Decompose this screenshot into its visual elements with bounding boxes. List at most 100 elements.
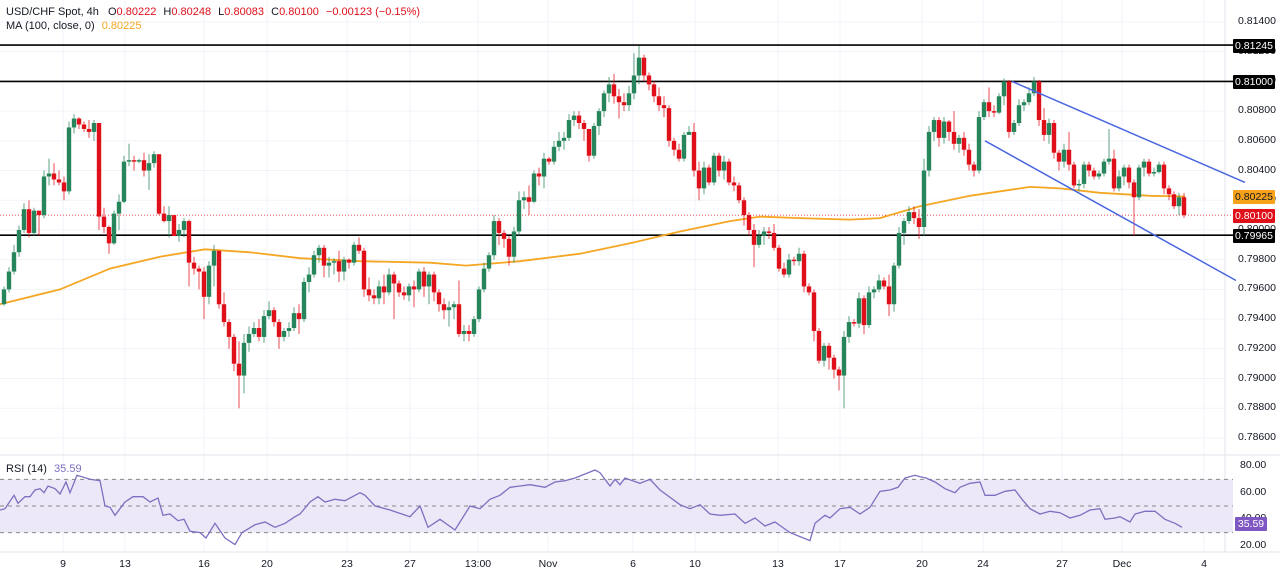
candle-body bbox=[896, 232, 902, 266]
candle-body bbox=[401, 292, 407, 296]
candle-body bbox=[346, 259, 352, 263]
candle-body bbox=[856, 298, 862, 324]
candle-body bbox=[41, 176, 47, 216]
candle-body bbox=[516, 200, 522, 232]
candle-body bbox=[366, 289, 372, 296]
candle-body bbox=[921, 170, 927, 227]
candle-body bbox=[111, 213, 117, 244]
candle-body bbox=[176, 229, 182, 236]
candle-body bbox=[396, 283, 402, 293]
candle-body bbox=[1031, 81, 1037, 94]
candle-body bbox=[31, 210, 37, 233]
candle-body bbox=[371, 295, 377, 299]
candle-body bbox=[131, 160, 137, 162]
candle-body bbox=[271, 310, 277, 323]
low-value: 0.80083 bbox=[224, 6, 265, 18]
time-tick-label: 6 bbox=[630, 558, 636, 570]
candle-body bbox=[1111, 158, 1117, 189]
candle-body bbox=[936, 120, 942, 138]
candle-body bbox=[536, 173, 542, 177]
candle-body bbox=[1106, 158, 1112, 162]
time-tick-label: 13:00 bbox=[464, 558, 492, 570]
candle-body bbox=[586, 128, 592, 156]
candle-body bbox=[676, 149, 682, 159]
candle-body bbox=[1021, 102, 1027, 106]
candle-body bbox=[226, 322, 232, 337]
candle-body bbox=[141, 160, 147, 171]
candle-body bbox=[491, 221, 497, 256]
candle-body bbox=[376, 286, 382, 299]
candle-body bbox=[426, 274, 432, 287]
high-value: 0.80248 bbox=[171, 6, 212, 18]
candle-body bbox=[636, 57, 642, 76]
candle-body bbox=[501, 232, 507, 239]
time-tick-label: 27 bbox=[1056, 558, 1068, 570]
candle-body bbox=[1001, 81, 1007, 97]
candle-body bbox=[61, 182, 67, 192]
candle-body bbox=[81, 124, 87, 129]
candle-body bbox=[76, 118, 82, 125]
candle-body bbox=[621, 102, 627, 106]
candle-body bbox=[616, 96, 622, 103]
candle-body bbox=[986, 102, 992, 112]
open-value: 0.80222 bbox=[116, 6, 157, 18]
candle-body bbox=[121, 161, 127, 202]
candle-body bbox=[1051, 123, 1057, 153]
candle-body bbox=[1136, 167, 1142, 198]
candle-body bbox=[211, 250, 217, 266]
candle-body bbox=[196, 268, 202, 272]
candle-body bbox=[66, 127, 72, 192]
time-tick-label: 13 bbox=[119, 558, 131, 570]
candle-body bbox=[1161, 164, 1167, 189]
candle-body bbox=[771, 232, 777, 248]
symbol-legend: USD/CHF Spot, 4h O0.80222 H0.80248 L0.80… bbox=[6, 6, 420, 18]
candle-body bbox=[1041, 120, 1047, 135]
time-tick-label: 13 bbox=[772, 558, 784, 570]
candle-body bbox=[306, 274, 312, 282]
close-label: C bbox=[271, 6, 280, 18]
ma-value: 0.80225 bbox=[101, 20, 142, 32]
candle-body bbox=[126, 160, 132, 162]
candle-body bbox=[1016, 105, 1022, 124]
low-label: L bbox=[218, 6, 225, 18]
last-price-tag: 0.80100 bbox=[1233, 209, 1275, 223]
candle-body bbox=[911, 212, 917, 219]
candle-body bbox=[416, 271, 422, 290]
candle-body bbox=[1101, 161, 1107, 174]
rsi-tick-label: 80.00 bbox=[1240, 459, 1267, 471]
candle-body bbox=[951, 131, 957, 144]
candle-body bbox=[6, 271, 12, 290]
candle-body bbox=[531, 173, 537, 202]
candle-body bbox=[541, 158, 547, 177]
candle-body bbox=[296, 313, 302, 320]
candle-body bbox=[191, 262, 197, 269]
candle-body bbox=[286, 328, 292, 331]
time-tick-label: Nov bbox=[538, 558, 558, 570]
candle-body bbox=[156, 154, 162, 214]
candle-body bbox=[336, 261, 342, 272]
candle-body bbox=[481, 268, 487, 290]
candle-body bbox=[311, 255, 317, 275]
candle-body bbox=[801, 253, 807, 287]
candle-body bbox=[291, 313, 297, 329]
candle-body bbox=[961, 137, 967, 150]
candle-body bbox=[1071, 164, 1077, 186]
candle-body bbox=[406, 286, 412, 296]
support-tag: 0.79965 bbox=[1233, 229, 1275, 243]
candle-body bbox=[46, 173, 52, 177]
candle-body bbox=[551, 146, 557, 162]
candle-body bbox=[1036, 81, 1042, 121]
candle-body bbox=[1126, 167, 1132, 183]
candle-body bbox=[446, 307, 452, 311]
time-tick-label: 17 bbox=[834, 558, 846, 570]
candle-body bbox=[476, 289, 482, 320]
candle-body bbox=[266, 310, 272, 317]
rsi-value: 35.59 bbox=[54, 463, 82, 475]
candle-body bbox=[546, 158, 552, 162]
price-tick-label: 0.81400 bbox=[1238, 15, 1276, 27]
candle-body bbox=[751, 229, 757, 245]
candle-body bbox=[1141, 161, 1147, 168]
rsi-tick-label: 20.00 bbox=[1240, 538, 1267, 551]
candle-body bbox=[521, 197, 527, 201]
